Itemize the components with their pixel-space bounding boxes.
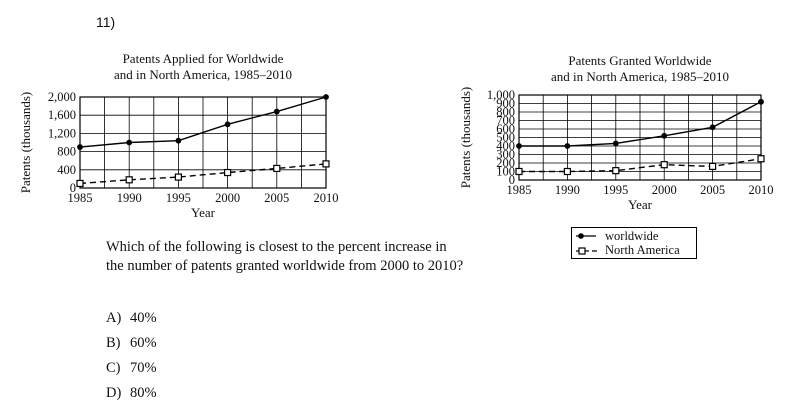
granted-ytick-1000: 1,000 <box>487 88 515 102</box>
granted-point-worldwide-2000 <box>661 132 668 139</box>
answer-choices: A) 40% B) 60% C) 70% D) 80% <box>106 306 157 406</box>
choice-a-label: A) <box>106 310 122 326</box>
applied-point-north-america-2010 <box>322 160 330 168</box>
granted-point-worldwide-2010 <box>758 98 764 105</box>
applied-xtick-1985: 1985 <box>68 191 93 205</box>
granted-ytick-900: 900 <box>496 97 515 111</box>
applied-ytick-400: 400 <box>57 163 76 177</box>
question-number: 11) <box>96 14 116 30</box>
applied-ytick-2000: 2,000 <box>48 90 76 104</box>
granted-point-north-america-2005 <box>709 162 717 171</box>
choice-b-label: B) <box>106 335 121 351</box>
granted-point-worldwide-1985 <box>516 143 522 149</box>
legend-worldwide-label: worldwide <box>605 228 659 243</box>
granted-series-north-america-line <box>519 158 762 173</box>
applied-title-line-2: and in North America, 1985–2010 <box>114 67 292 82</box>
granted-point-north-america-2010 <box>757 155 765 163</box>
applied-xtick-1990: 1990 <box>117 191 142 205</box>
granted-xtick-1995: 1995 <box>603 183 628 197</box>
granted-ytick-400: 400 <box>496 139 515 153</box>
applied-xtick-2005: 2005 <box>264 191 289 205</box>
granted-ytick-700: 700 <box>496 114 515 128</box>
applied-point-worldwide-1985 <box>77 144 83 150</box>
applied-xtick-1995: 1995 <box>166 191 191 205</box>
choice-d-text: 80% <box>130 385 157 401</box>
granted-ytick-0: 0 <box>509 173 515 187</box>
applied-xtick-2000: 2000 <box>215 191 240 205</box>
granted-point-north-america-1990 <box>563 167 572 176</box>
granted-plot-frame <box>518 94 762 181</box>
granted-yaxis-label: Patents (thousands) <box>458 87 473 188</box>
choice-b[interactable]: B) 60% <box>106 331 157 356</box>
applied-point-worldwide-2010 <box>323 94 329 100</box>
granted-ytick-100: 100 <box>496 165 515 179</box>
granted-xtick-1985: 1985 <box>507 183 532 197</box>
choice-b-text: 60% <box>130 335 157 351</box>
granted-title-line-2: and in North America, 1985–2010 <box>551 69 729 84</box>
applied-point-north-america-1995 <box>174 173 182 181</box>
legend-north-america-marker <box>576 247 598 255</box>
applied-title-line-1: Patents Applied for Worldwide <box>123 51 284 66</box>
choice-c-label: C) <box>106 360 121 376</box>
legend-worldwide-marker <box>576 233 596 240</box>
applied-point-worldwide-1995 <box>175 137 182 144</box>
applied-yaxis-label: Patents (thousands) <box>18 92 33 193</box>
granted-point-north-america-2000 <box>660 161 668 169</box>
applied-point-north-america-1985 <box>76 179 84 188</box>
choice-a-text: 40% <box>130 310 157 326</box>
granted-ytick-800: 800 <box>496 105 515 119</box>
granted-xtick-2010: 2010 <box>749 183 774 197</box>
granted-xaxis-label: Year <box>628 197 653 212</box>
granted-series-worldwide-line <box>519 101 762 147</box>
granted-point-north-america-1985 <box>515 167 523 176</box>
applied-point-north-america-2005 <box>273 164 281 173</box>
granted-point-north-america-1995 <box>612 167 620 175</box>
granted-title-line-1: Patents Granted Worldwide <box>568 53 711 68</box>
granted-xtick-2005: 2005 <box>700 183 725 197</box>
applied-ytick-1600: 1,600 <box>48 108 76 122</box>
applied-ytick-800: 800 <box>57 145 76 159</box>
legend-item-north-america: North America <box>576 243 692 259</box>
applied-xtick-2010: 2010 <box>314 191 339 205</box>
applied-ytick-1200: 1,200 <box>48 126 76 140</box>
applied-series-worldwide-line <box>79 96 327 148</box>
applied-point-worldwide-2000 <box>224 121 231 128</box>
applied-point-north-america-2000 <box>224 168 232 177</box>
applied-ytick-0: 0 <box>70 181 76 195</box>
chart-legend: worldwide North America <box>571 227 697 259</box>
granted-ytick-600: 600 <box>496 122 515 136</box>
granted-ytick-500: 500 <box>496 131 515 145</box>
applied-point-worldwide-2005 <box>273 108 280 115</box>
applied-xaxis-label: Year <box>191 205 216 220</box>
granted-ytick-200: 200 <box>496 156 515 170</box>
applied-point-north-america-1990 <box>125 176 133 184</box>
granted-xtick-1990: 1990 <box>555 183 580 197</box>
granted-xtick-2000: 2000 <box>652 183 677 197</box>
choice-c[interactable]: C) 70% <box>106 356 157 381</box>
applied-point-worldwide-1990 <box>126 139 133 146</box>
applied-series-north-america-line <box>79 163 327 185</box>
choice-a[interactable]: A) 40% <box>106 306 157 331</box>
question-text: Which of the following is closest to the… <box>106 239 464 274</box>
legend-north-america-label: North America <box>605 243 680 258</box>
choice-d-label: D) <box>106 385 122 401</box>
granted-ytick-300: 300 <box>496 148 515 162</box>
granted-point-worldwide-1995 <box>612 140 619 147</box>
choice-d[interactable]: D) 80% <box>106 381 157 406</box>
legend-item-worldwide: worldwide <box>576 229 692 244</box>
granted-point-worldwide-1990 <box>564 143 571 149</box>
applied-plot-frame <box>79 96 327 189</box>
granted-point-worldwide-2005 <box>709 124 716 131</box>
choice-c-text: 70% <box>130 360 157 376</box>
